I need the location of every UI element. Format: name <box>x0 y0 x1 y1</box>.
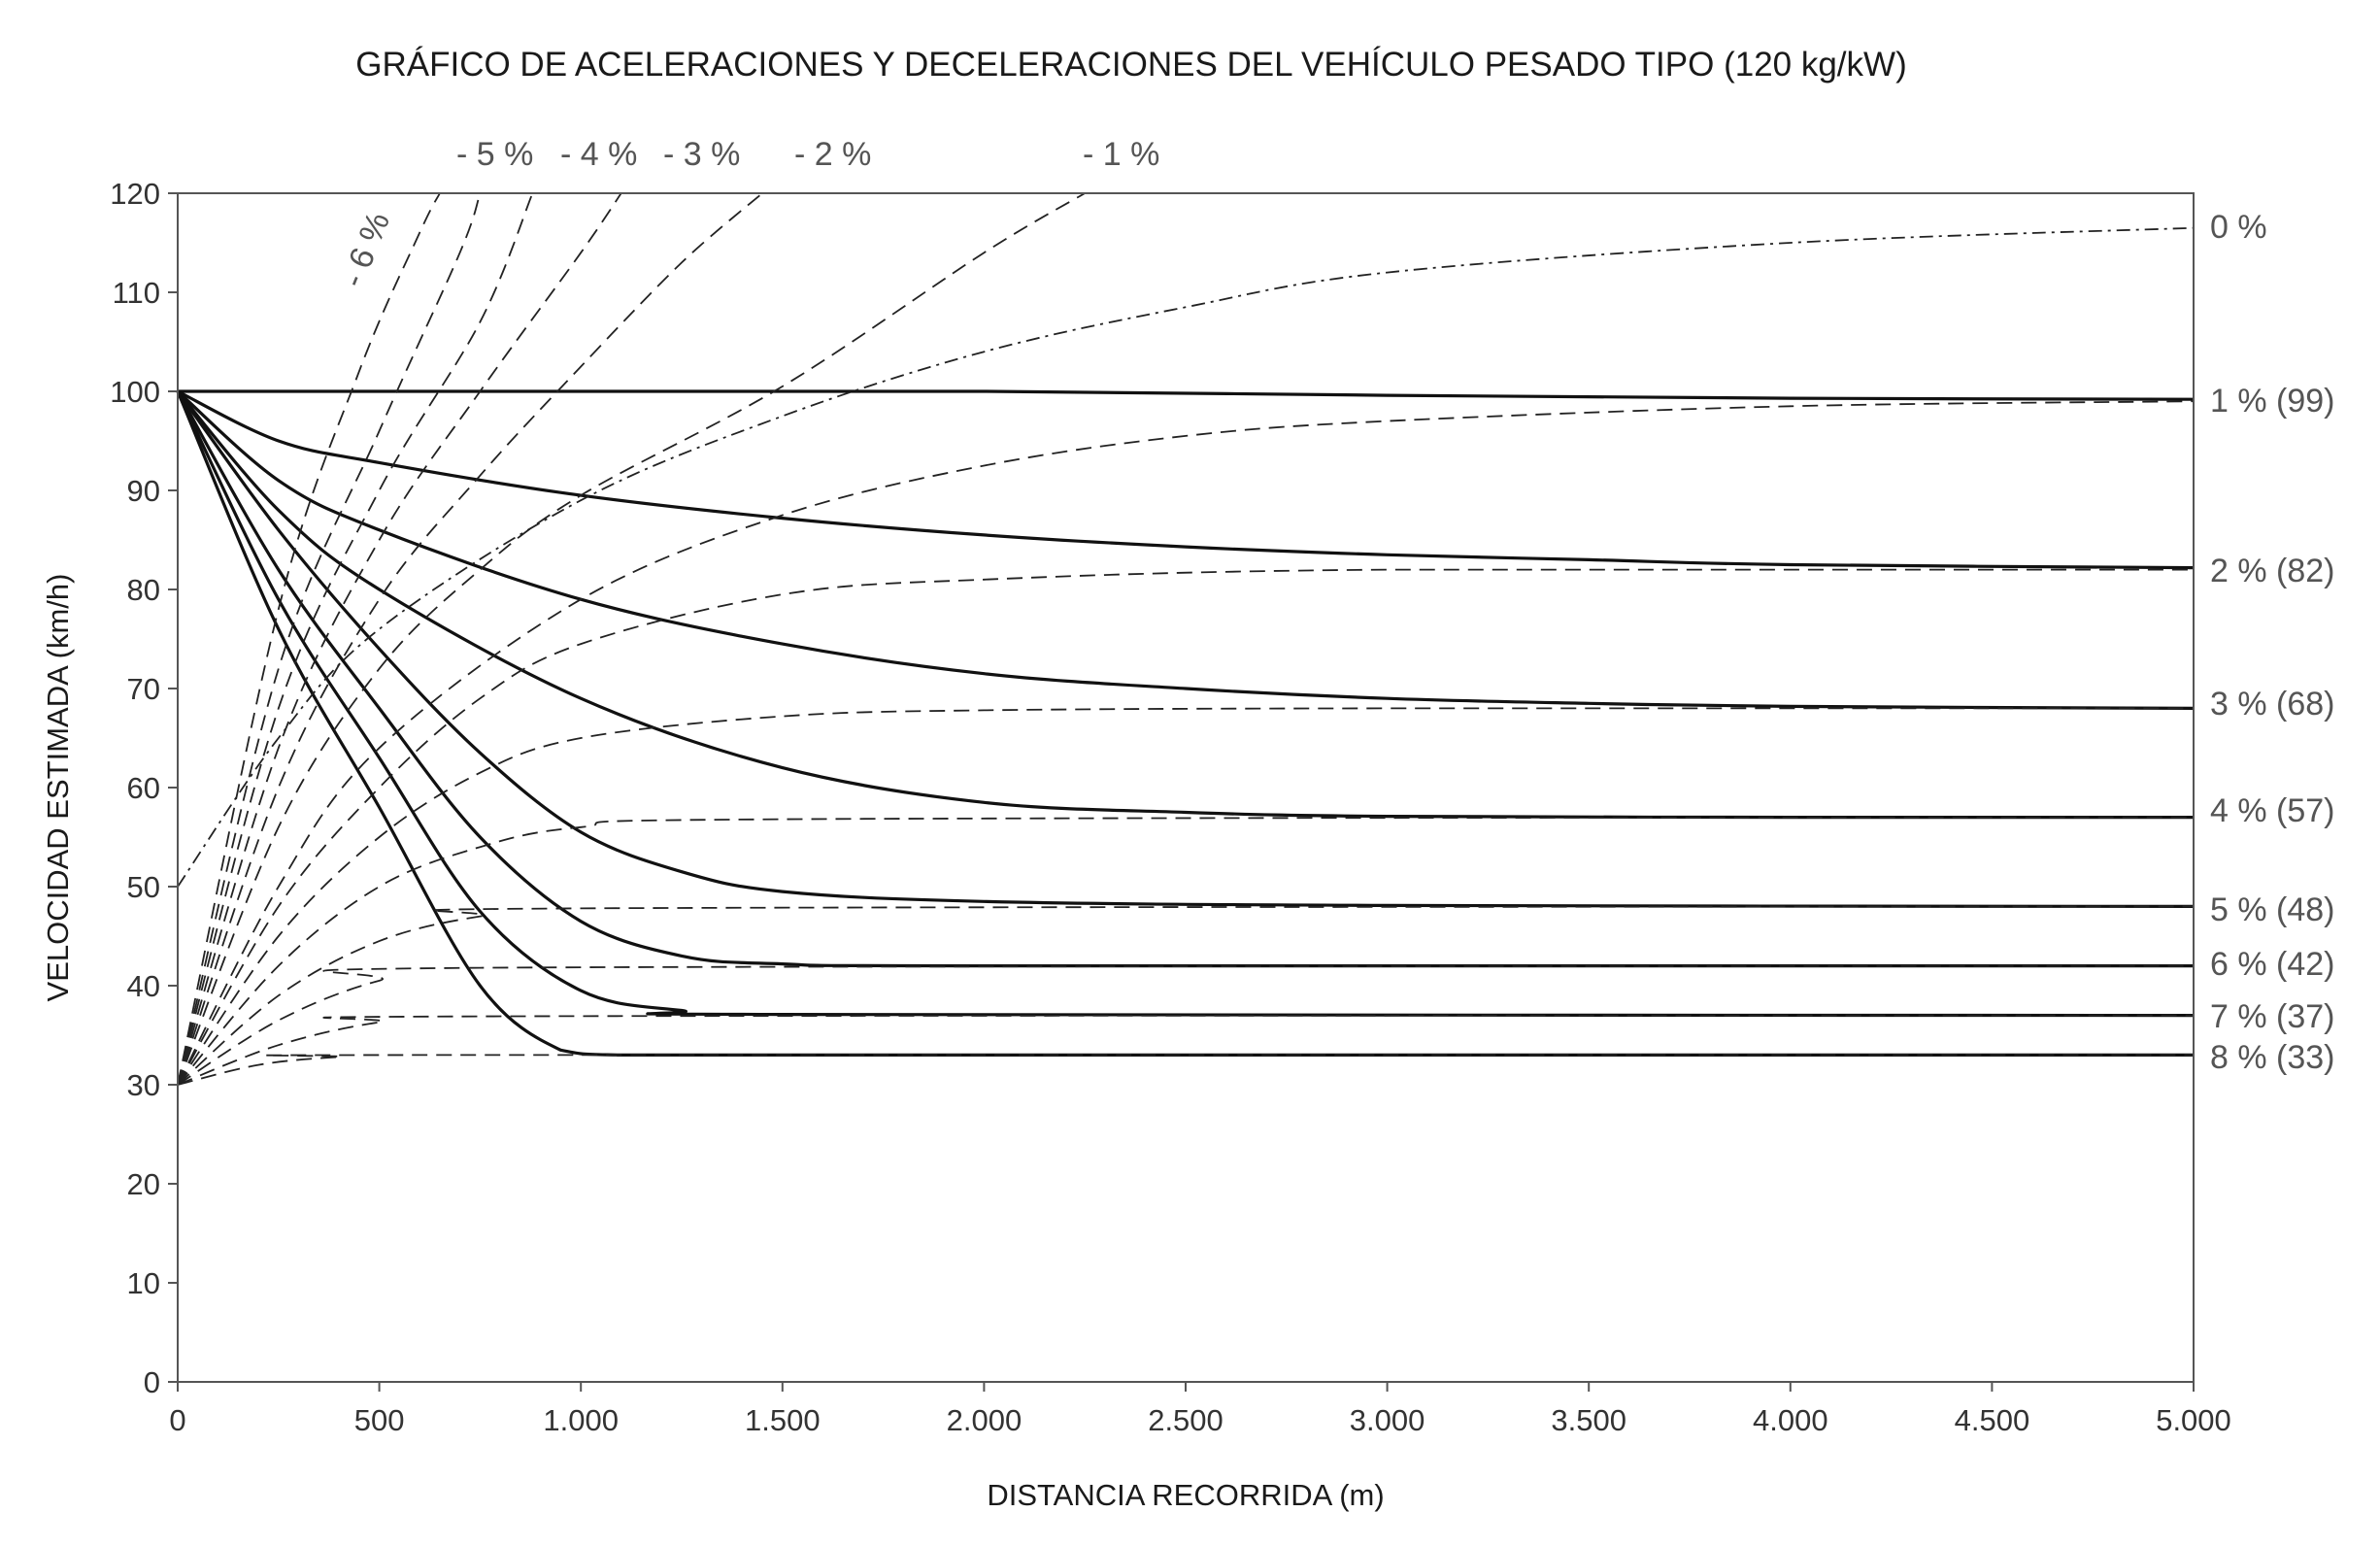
label-grade-5: 5 % (48) <box>2210 891 2335 928</box>
acceleration-curve-6-42 <box>177 964 2195 1086</box>
y-tick-label: 0 <box>144 1365 160 1399</box>
acceleration-curve-4-57 <box>177 816 2195 1086</box>
x-axis: 0 500 1.000 1.500 2.000 2.500 3.000 3.500 4.000 4… <box>169 1382 2231 1437</box>
y-tick-label: 70 <box>127 672 160 706</box>
label-downgrade-2: - 2 % <box>794 136 871 173</box>
label-downgrade-4: - 4 % <box>560 136 637 173</box>
x-tick-label: 1.500 <box>745 1403 821 1437</box>
x-tick-label: 500 <box>354 1403 405 1437</box>
acceleration-curve-4 <box>177 192 534 1086</box>
label-downgrade-1: - 1 % <box>1083 136 1159 173</box>
deceleration-curve-3-68 <box>176 389 2195 710</box>
y-tick-label: 90 <box>127 474 160 508</box>
deceleration-curve-8-33 <box>176 390 2194 1058</box>
x-tick-label: 5.000 <box>2156 1403 2231 1437</box>
y-tick-label: 50 <box>127 870 160 904</box>
y-axis-title: VELOCIDAD ESTIMADA (km/h) <box>41 574 75 1002</box>
y-tick-label: 10 <box>127 1266 160 1300</box>
y-axis: 0 10 20 30 40 50 60 70 80 90 100 110 120 <box>110 177 178 1399</box>
x-tick-label: 0 <box>169 1403 185 1437</box>
label-grade-2: 2 % (82) <box>2210 553 2335 589</box>
acceleration-curve-0 <box>177 226 2195 888</box>
x-tick-label: 2.000 <box>947 1403 1022 1437</box>
deceleration-curve-5-48 <box>176 390 2195 908</box>
x-tick-label: 1.000 <box>543 1403 619 1437</box>
acceleration-curve-6 <box>177 192 441 1086</box>
x-tick-label: 3.000 <box>1350 1403 1425 1437</box>
deceleration-curve-1-99 <box>178 389 2195 401</box>
acceleration-curve-1 <box>177 192 1086 1086</box>
acceleration-curve-8-33 <box>177 1054 2194 1086</box>
acceleration-curve-1-99 <box>177 400 2195 1086</box>
y-tick-label: 100 <box>110 375 160 409</box>
label-downgrade-6: - 6 % <box>334 207 397 292</box>
label-grade-7: 7 % (37) <box>2210 998 2335 1035</box>
label-grade-3: 3 % (68) <box>2210 686 2335 723</box>
x-tick-label: 4.500 <box>1955 1403 2030 1437</box>
label-grade-6: 6 % (42) <box>2210 946 2335 983</box>
acceleration-curve-7-37 <box>177 1014 2195 1086</box>
label-grade-4: 4 % (57) <box>2210 792 2335 829</box>
acceleration-curve-2-82 <box>177 568 2194 1086</box>
y-tick-label: 30 <box>127 1068 160 1102</box>
y-tick-label: 120 <box>110 177 160 211</box>
y-tick-label: 110 <box>113 276 160 310</box>
label-grade-8: 8 % (33) <box>2210 1039 2335 1076</box>
label-grade-0: 0 % <box>2210 209 2267 246</box>
acceleration-curve-2 <box>177 192 763 1086</box>
label-grade-1: 1 % (99) <box>2210 383 2335 420</box>
acceleration-curve-5-48 <box>177 905 2195 1086</box>
deceleration-curve-7-37 <box>176 390 2195 1018</box>
y-tick-label: 40 <box>127 969 160 1003</box>
chart-title: GRÁFICO DE ACELERACIONES Y DECELERACIONE… <box>355 46 1906 84</box>
x-tick-label: 3.500 <box>1551 1403 1626 1437</box>
series-layer <box>176 192 2195 1086</box>
x-tick-label: 4.000 <box>1753 1403 1828 1437</box>
x-axis-title: DISTANCIA RECORRIDA (m) <box>987 1478 1384 1512</box>
acceleration-curve-5 <box>177 192 482 1086</box>
y-tick-label: 60 <box>127 771 160 805</box>
y-tick-label: 20 <box>127 1167 160 1201</box>
plot-area-frame <box>177 192 2195 1383</box>
acceleration-curve-3 <box>177 192 622 1086</box>
x-tick-label: 2.500 <box>1148 1403 1224 1437</box>
acceleration-curve-3-68 <box>177 707 2194 1086</box>
label-downgrade-3: - 3 % <box>663 136 740 173</box>
label-downgrade-5: - 5 % <box>456 136 533 173</box>
deceleration-curve-2-82 <box>177 389 2195 570</box>
deceleration-curve-6-42 <box>176 390 2194 968</box>
y-tick-label: 80 <box>127 573 160 607</box>
